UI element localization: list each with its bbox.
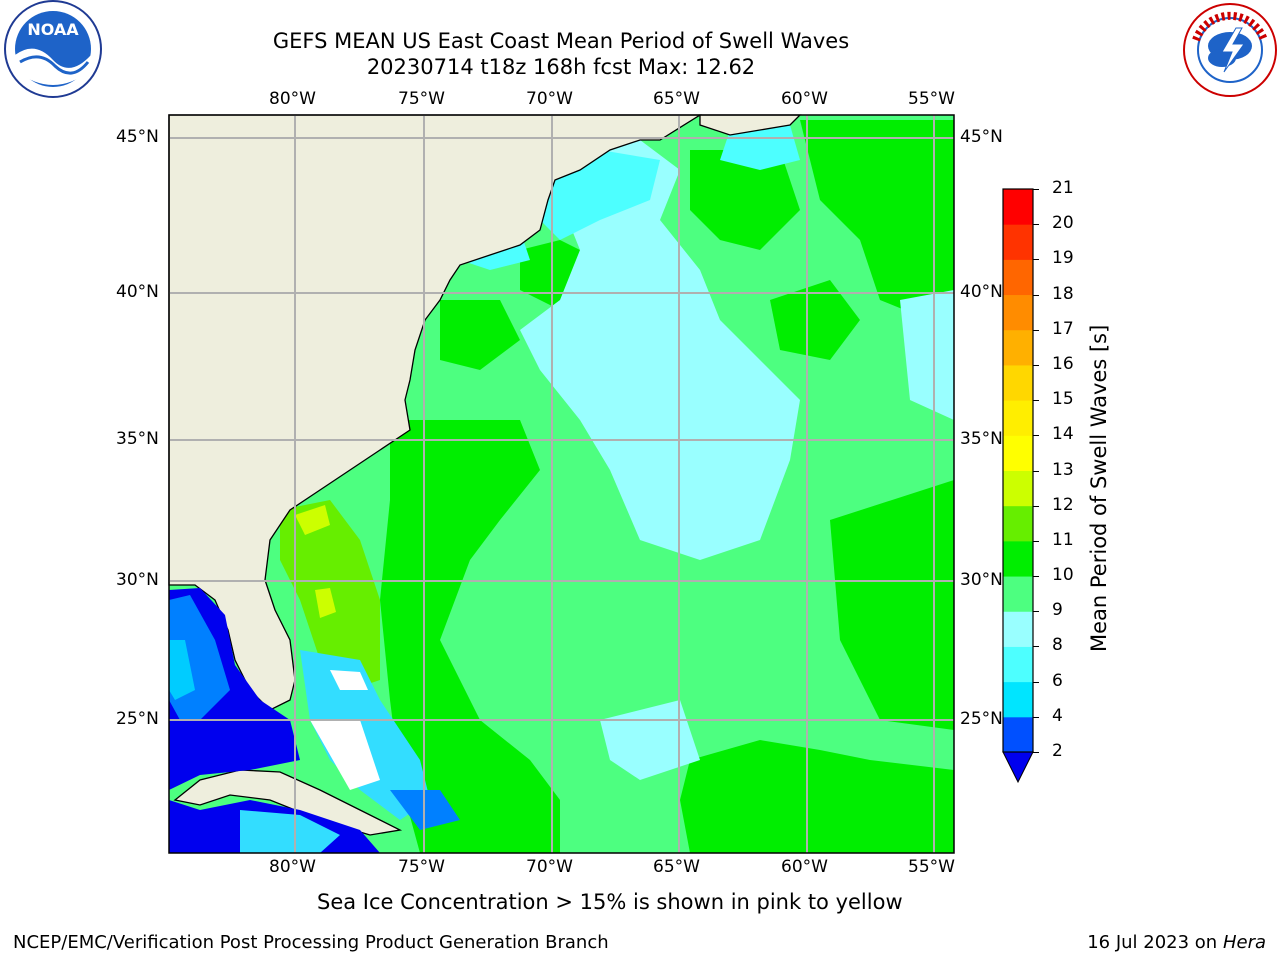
bahamas-region [300,650,460,830]
lon-label-top: 55°W [908,89,955,109]
gulf-region [169,588,380,853]
lon-label-top: 80°W [269,89,316,109]
colorbar-tick-label: 19 [1052,248,1074,269]
colorbar-label: Mean Period of Swell Waves [s] [1087,324,1111,652]
footer-date: 16 Jul 2023 on [1087,932,1223,953]
colorbar-tick-label: 4 [1052,705,1063,726]
colorbar-tick-mark [1033,329,1039,331]
sea-ice-caption: Sea Ice Concentration > 15% is shown in … [317,890,903,914]
map-frame [168,114,955,854]
colorbar-tick-label: 20 [1052,213,1074,234]
colorbar-tick-mark [1033,224,1039,226]
colorbar-tick-mark [1033,364,1039,366]
colorbar-tick-mark [1033,259,1039,261]
colorbar-band [1003,400,1033,436]
colorbar-band [1003,224,1033,260]
colorbar-tick-label: 9 [1052,600,1063,621]
colorbar-tick-mark [1033,752,1039,753]
footer-left: NCEP/EMC/Verification Post Processing Pr… [13,932,609,953]
colorbar-tick-label: 21 [1052,178,1074,198]
lon-label-bottom: 60°W [781,857,828,877]
chart-subtitle: 20230714 t18z 168h fcst Max: 12.62 [366,55,756,79]
colorbar-band [1003,540,1033,577]
colorbar-tick-mark [1033,611,1039,613]
lon-label-bottom: 80°W [269,857,316,877]
colorbar-band [1003,259,1033,296]
lat-label-left: 40°N [116,282,159,302]
lon-label-top: 75°W [398,89,445,109]
colorbar-band [1003,716,1033,753]
colorbar-extend-triangle [1002,751,1034,784]
lon-label-bottom: 65°W [653,857,700,877]
colorbar-band [1003,470,1033,507]
noaa-text: NOAA [27,20,79,39]
colorbar-tick-mark [1033,435,1039,437]
colorbar-band [1003,364,1033,401]
colorbar-band [1003,435,1033,471]
noaa-logo: NOAA [0,0,106,100]
lat-label-left: 30°N [116,570,159,590]
colorbar-band [1003,576,1033,612]
colorbar-band [1003,505,1033,542]
colorbar-tick-mark [1033,716,1039,718]
colorbar-tick-label: 10 [1052,565,1074,586]
lat-label-right: 35°N [960,429,1003,449]
colorbar-tick-label: 14 [1052,424,1074,445]
footer-right: 16 Jul 2023 on Hera [1087,932,1266,953]
lon-label-top: 70°W [526,89,573,109]
lat-label-right: 30°N [960,570,1003,590]
colorbar-tick-label: 6 [1052,670,1063,691]
colorbar-tick-mark [1033,681,1039,683]
colorbar-tick-mark [1033,189,1039,190]
lat-label-right: 25°N [960,709,1003,729]
colorbar-tick-mark [1033,646,1039,648]
colorbar-band [1003,611,1033,647]
colorbar-tick-mark [1033,400,1039,402]
graticule [169,115,954,853]
lat-label-left: 45°N [116,127,159,147]
lon-label-top: 60°W [781,89,828,109]
colorbar-band [1003,329,1033,366]
colorbar-band [1003,189,1033,225]
colorbar-tick-label: 12 [1052,494,1074,515]
colorbar-tick-label: 11 [1052,529,1074,550]
footer-host: Hera [1222,932,1266,953]
colorbar [1002,188,1034,784]
colorbar-tick-mark [1033,540,1039,542]
colorbar-tick-label: 16 [1052,353,1074,374]
period-11-13-regions [280,500,380,690]
colorbar-tick-label: 2 [1052,741,1063,761]
colorbar-tick-mark [1033,294,1039,296]
colorbar-tick-label: 15 [1052,389,1074,410]
colorbar-tick-label: 8 [1052,635,1063,656]
lon-label-top: 65°W [653,89,700,109]
colorbar-band [1003,681,1033,718]
colorbar-band [1003,294,1033,331]
colorbar-tick-label: 13 [1052,459,1074,480]
lon-label-bottom: 70°W [526,857,573,877]
lon-label-bottom: 55°W [908,857,955,877]
lat-label-right: 40°N [960,282,1003,302]
colorbar-tick-mark [1033,576,1039,578]
lat-label-left: 35°N [116,429,159,449]
chart-title: GEFS MEAN US East Coast Mean Period of S… [272,29,850,53]
colorbar-tick-label: 18 [1052,283,1074,304]
colorbar-tick-mark [1033,470,1039,472]
lat-label-left: 25°N [116,709,159,729]
colorbar-tick-label: 17 [1052,318,1074,339]
colorbar-tick-mark [1033,505,1039,507]
lat-label-right: 45°N [960,127,1003,147]
lon-label-bottom: 75°W [398,857,445,877]
nws-logo [1178,0,1280,100]
colorbar-band [1003,646,1033,683]
